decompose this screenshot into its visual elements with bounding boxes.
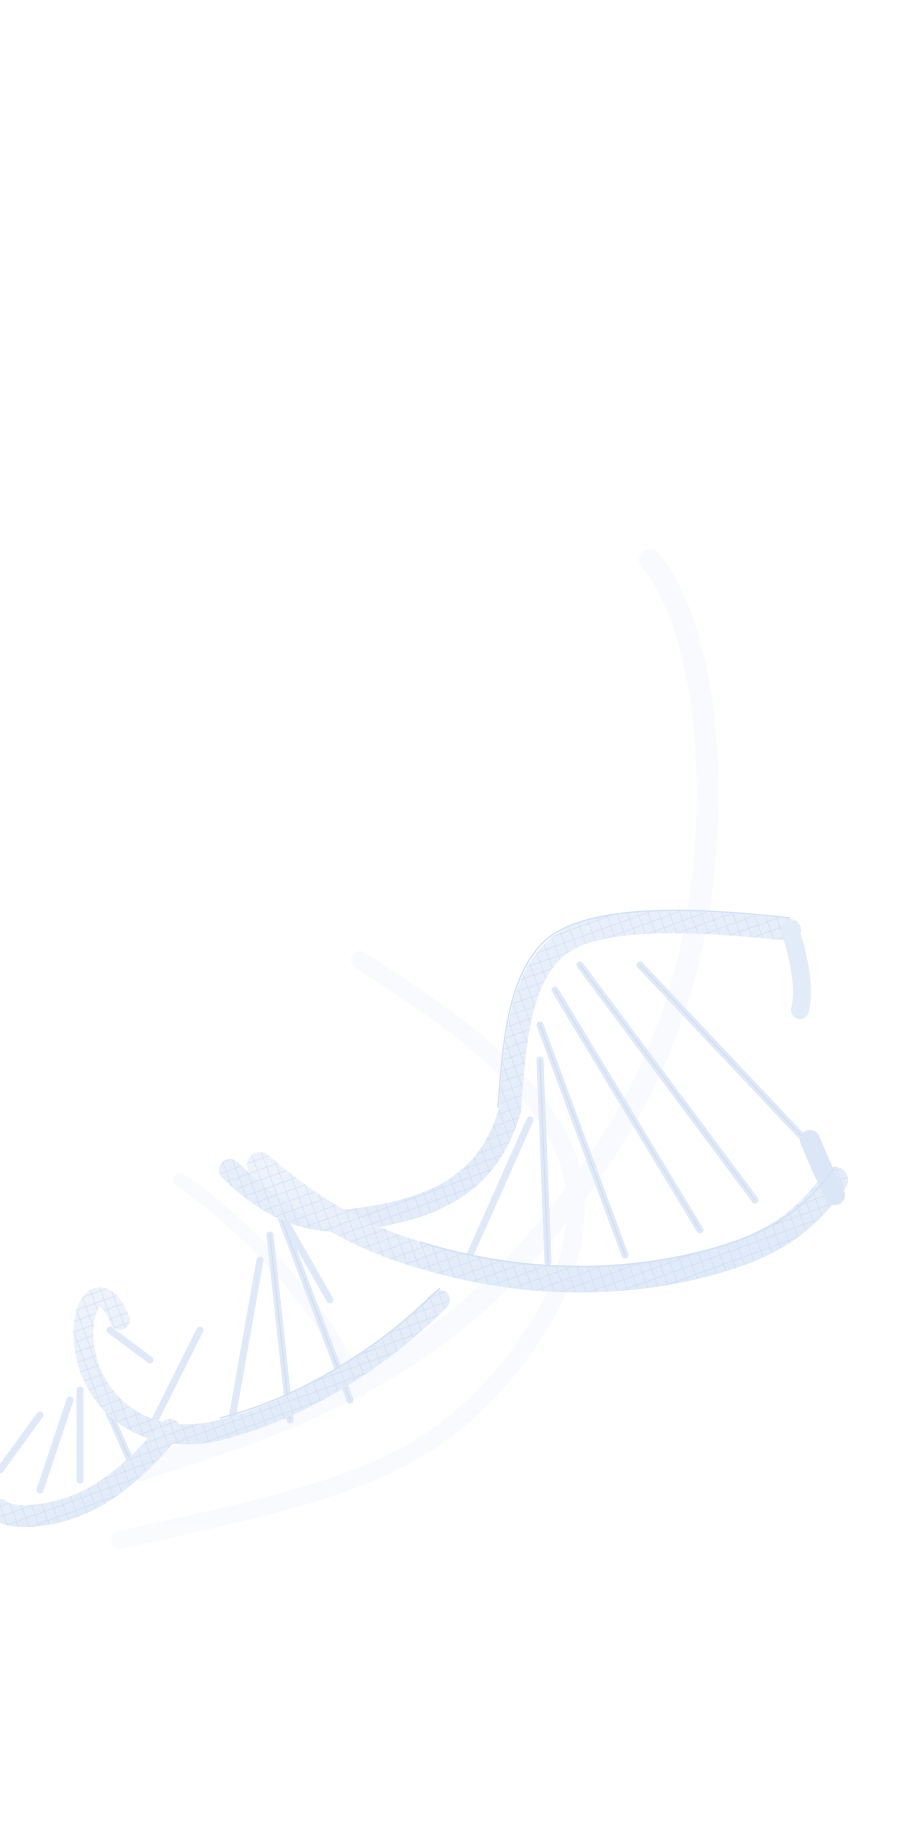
dna-front-strand — [0, 921, 848, 1528]
dna-shadow-helix — [111, 549, 719, 1549]
dna-base-pair-mesh — [89, 964, 806, 1461]
dna-strand-outline — [219, 909, 836, 1419]
